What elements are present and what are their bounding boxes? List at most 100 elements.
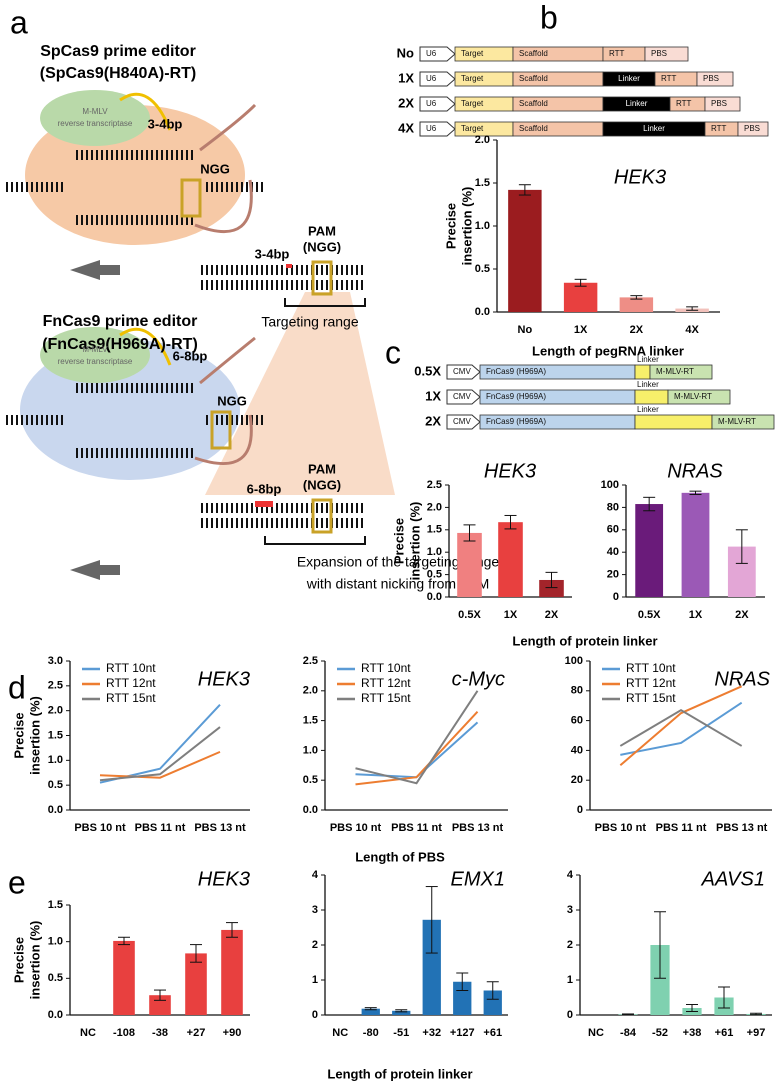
- segment-label: CMV: [453, 367, 471, 376]
- x-tick-label: PBS 13 nt: [716, 822, 768, 834]
- series-line: [620, 701, 743, 756]
- x-tick-label: +97: [747, 1027, 766, 1039]
- y-tick-label: 1.0: [48, 754, 63, 766]
- chart-title: NRAS: [667, 460, 723, 482]
- y-tick-label: 1.5: [427, 524, 442, 536]
- segment: [737, 121, 769, 137]
- bar: [619, 297, 654, 312]
- promoter: [446, 364, 481, 380]
- y-tick-label: 2.0: [427, 501, 442, 513]
- chart-title: HEK3: [484, 460, 536, 482]
- segment-label: Linker: [637, 380, 659, 389]
- x-tick-label: PBS 10 nt: [74, 822, 126, 834]
- dna: [205, 415, 265, 425]
- x-tick-label: NC: [332, 1027, 348, 1039]
- y-tick-label: 0.0: [303, 804, 318, 816]
- promoter: [419, 71, 456, 87]
- x-tick-label: No: [518, 324, 533, 336]
- construct-label: No: [397, 45, 414, 60]
- y-tick-label: 0.0: [427, 591, 442, 603]
- x-tick-label: 2X: [545, 609, 559, 621]
- pam-box: [311, 260, 333, 296]
- y-tick-label: 1.0: [475, 220, 490, 232]
- nick: [286, 264, 292, 268]
- bar: [221, 929, 243, 1015]
- x-tick-label: PBS 13 nt: [452, 822, 504, 834]
- bar: [113, 940, 135, 1015]
- segment: [696, 71, 734, 87]
- construct-label: 2X: [398, 95, 414, 110]
- bar: [681, 492, 710, 597]
- segment: [634, 389, 669, 405]
- panel-label: d: [8, 669, 26, 705]
- x-tick-label: -84: [620, 1027, 637, 1039]
- dna: [5, 182, 63, 192]
- series-line: [355, 710, 479, 786]
- segment-label: FnCas9 (H969A): [486, 392, 546, 401]
- dna: [75, 215, 195, 225]
- chart-title: EMX1: [451, 868, 505, 890]
- dna: [200, 280, 365, 290]
- linker: [119, 92, 172, 131]
- dna: [5, 415, 63, 425]
- range-bracket: [264, 536, 366, 545]
- y-tick-label: 0.0: [475, 306, 490, 318]
- series-line: [99, 750, 221, 779]
- y-axis-label: Precise: [443, 203, 458, 249]
- label: reverse transcriptase: [58, 119, 133, 128]
- x-axis-label: Length of pegRNA linker: [532, 343, 684, 358]
- panel-label: e: [8, 864, 26, 900]
- label: PAM: [308, 223, 336, 238]
- y-axis-label: insertion (%): [407, 502, 422, 581]
- segment: [711, 414, 775, 430]
- nick: [255, 501, 273, 507]
- bar: [650, 945, 670, 1015]
- y-tick-label: 1.0: [427, 546, 442, 558]
- x-tick-label: 2X: [735, 609, 749, 621]
- x-tick-label: PBS 11 nt: [135, 822, 186, 834]
- bar: [361, 1008, 380, 1015]
- segment-label: Scaffold: [519, 99, 548, 108]
- legend-label: RTT 15nt: [361, 691, 411, 705]
- y-tick-label: 100: [601, 479, 619, 491]
- x-tick-label: +90: [223, 1027, 242, 1039]
- y-tick-label: 2.0: [303, 685, 318, 697]
- y-tick-label: 0.5: [48, 779, 63, 791]
- label: reverse transcriptase: [58, 357, 133, 366]
- y-axis-label: insertion (%): [27, 921, 42, 1000]
- label: NGG: [217, 393, 247, 408]
- x-axis-label: Length of protein linker: [327, 1066, 472, 1081]
- arrow: [70, 560, 120, 580]
- x-tick-label: 1X: [689, 609, 703, 621]
- range-wedge: [205, 292, 395, 495]
- y-tick-label: 1.0: [48, 936, 63, 948]
- segment: [649, 364, 713, 380]
- arrow: [70, 260, 120, 280]
- chart-title: NRAS: [714, 668, 770, 690]
- segment-label: Linker: [637, 355, 659, 364]
- segment-label: U6: [426, 124, 437, 133]
- series-line: [619, 709, 743, 747]
- x-tick-label: -80: [363, 1027, 379, 1039]
- legend-label: RTT 12nt: [361, 676, 411, 690]
- x-tick-label: PBS 11 nt: [656, 822, 707, 834]
- y-tick-label: 0: [577, 804, 583, 816]
- x-tick-label: 0.5X: [638, 609, 661, 621]
- label: (NGG): [303, 239, 341, 254]
- construct-label: 1X: [425, 388, 441, 403]
- segment-label: RTT: [609, 49, 625, 58]
- legend-label: RTT 12nt: [626, 676, 676, 690]
- pegrna: [194, 336, 256, 466]
- segment-label: U6: [426, 49, 437, 58]
- y-tick-label: 40: [571, 744, 583, 756]
- dna: [200, 265, 365, 275]
- x-tick-label: 2X: [630, 324, 644, 336]
- segment-label: PBS: [711, 99, 727, 108]
- legend-label: RTT 15nt: [106, 691, 156, 705]
- y-tick-label: 1.5: [48, 899, 63, 911]
- label: 6-8bp: [173, 348, 208, 363]
- label: M-MLV: [82, 107, 108, 116]
- segment-label: PBS: [651, 49, 667, 58]
- segment-label: Target: [461, 74, 484, 83]
